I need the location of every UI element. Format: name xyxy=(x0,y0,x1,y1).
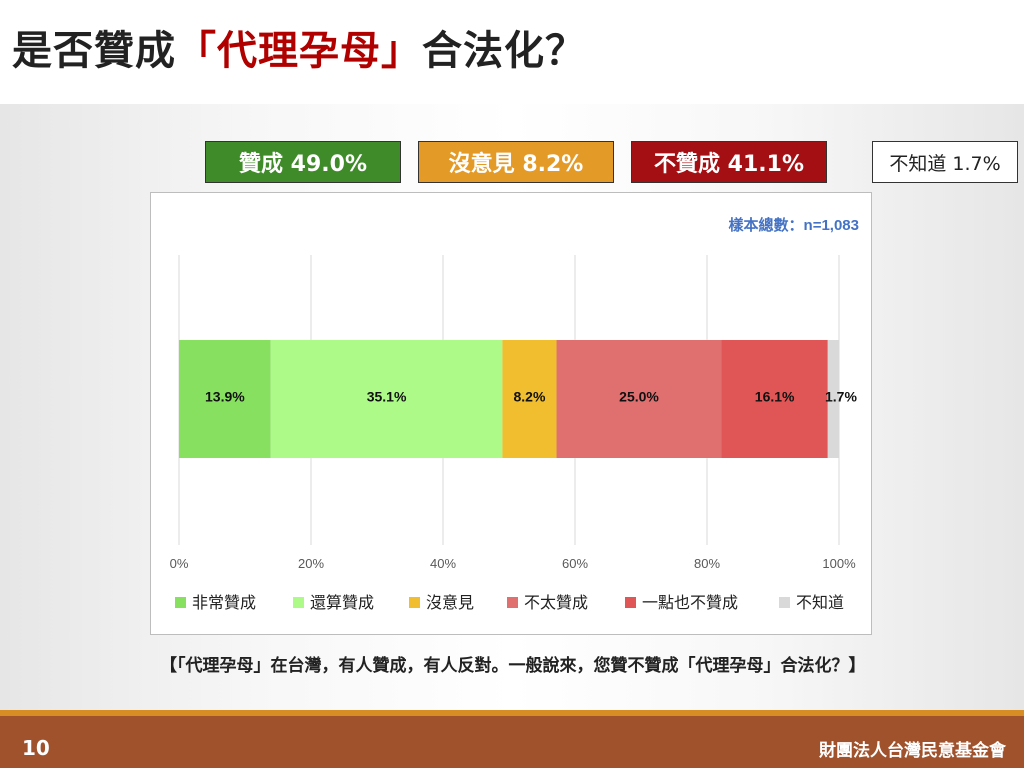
legend-swatch xyxy=(779,597,790,608)
data-label: 1.7% xyxy=(825,389,857,405)
legend-swatch xyxy=(175,597,186,608)
bar-segment xyxy=(827,340,839,458)
title-highlight: 「代理孕母」 xyxy=(176,28,422,74)
footer-bar: 10 財團法人台灣民意基金會 xyxy=(0,710,1024,768)
data-label: 8.2% xyxy=(513,389,545,405)
summary-neutral-badge: 沒意見 8.2% xyxy=(418,141,614,183)
legend-swatch xyxy=(507,597,518,608)
x-tick-label: 20% xyxy=(298,556,324,571)
legend-label: 非常贊成 xyxy=(192,594,256,612)
title-prefix: 是否贊成 xyxy=(12,28,176,74)
bar-segment xyxy=(556,340,722,458)
data-label: 25.0% xyxy=(619,389,659,405)
data-label: 35.1% xyxy=(367,389,407,405)
data-label: 16.1% xyxy=(755,389,795,405)
bar-segment xyxy=(502,340,557,458)
legend-swatch xyxy=(625,597,636,608)
summary-agree-badge: 贊成 49.0% xyxy=(205,141,401,183)
slide-title: 是否贊成「代理孕母」合法化？ xyxy=(12,18,586,76)
x-tick-label: 0% xyxy=(170,556,189,571)
survey-question: 【「代理孕母」在台灣，有人贊成，有人反對。一般說來，您贊不贊成「代理孕母」合法化… xyxy=(160,656,866,676)
x-tick-label: 100% xyxy=(822,556,856,571)
chart-panel: 樣本總數：n=1,083 0% 20% 40% 60% 80% 100% 13.9% 35.1%… xyxy=(150,192,872,635)
x-tick-label: 60% xyxy=(562,556,588,571)
organization-name: 財團法人台灣民意基金會 xyxy=(819,741,1006,761)
legend-label: 不知道 xyxy=(796,594,844,612)
summary-disagree-badge: 不贊成 41.1% xyxy=(631,141,827,183)
bar-segment xyxy=(179,340,271,458)
legend-label: 不太贊成 xyxy=(524,594,588,612)
page-number: 10 xyxy=(22,736,50,760)
x-tick-label: 80% xyxy=(694,556,720,571)
summary-unknown-badge: 不知道 1.7% xyxy=(872,141,1018,183)
legend-label: 還算贊成 xyxy=(310,593,374,612)
legend-label: 一點也不贊成 xyxy=(642,594,738,612)
bar-segment xyxy=(270,340,503,458)
legend-swatch xyxy=(409,597,420,608)
data-label: 13.9% xyxy=(205,389,245,405)
legend-label: 沒意見 xyxy=(426,593,474,612)
legend-swatch xyxy=(293,597,304,608)
sample-size-note: 樣本總數：n=1,083 xyxy=(729,216,859,234)
stacked-bar-chart: 樣本總數：n=1,083 0% 20% 40% 60% 80% 100% 13.9% 35.1%… xyxy=(170,216,859,612)
title-suffix: 合法化？ xyxy=(422,28,586,74)
x-tick-label: 40% xyxy=(430,556,456,571)
bar-segment xyxy=(721,340,828,458)
